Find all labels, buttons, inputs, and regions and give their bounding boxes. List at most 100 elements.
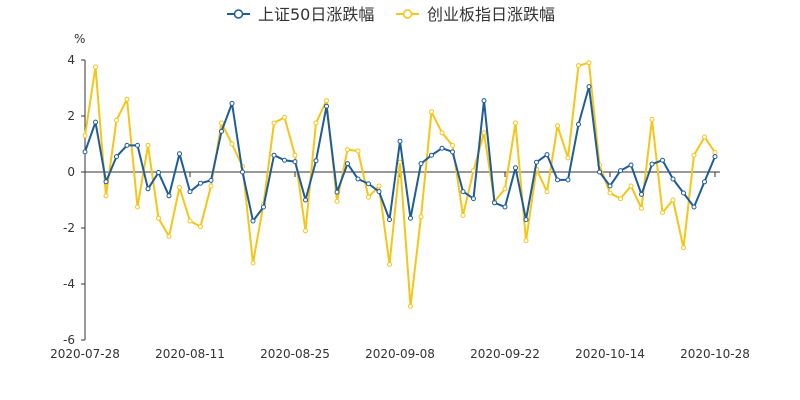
data-point xyxy=(481,130,487,136)
data-point xyxy=(345,147,350,153)
legend-item-1[interactable]: 创业板指日涨跌幅 xyxy=(396,5,555,24)
y-axis: 4 2 0 -2 -4 -6 xyxy=(63,53,86,347)
y-axis-unit: % xyxy=(74,32,85,46)
data-point xyxy=(607,183,613,189)
data-point xyxy=(565,155,571,161)
data-point xyxy=(471,168,476,174)
data-point xyxy=(145,186,151,192)
data-point xyxy=(313,158,319,164)
data-point xyxy=(229,100,235,106)
data-point xyxy=(187,218,193,224)
data-point xyxy=(450,149,455,155)
data-point xyxy=(586,84,592,90)
data-point xyxy=(82,149,88,155)
data-point xyxy=(376,189,382,195)
data-point xyxy=(387,261,392,267)
data-point xyxy=(271,120,277,126)
series-layer xyxy=(82,60,718,309)
data-point xyxy=(198,224,203,230)
data-point xyxy=(691,152,697,158)
data-point xyxy=(282,157,287,163)
data-point xyxy=(135,204,140,210)
data-point xyxy=(502,204,508,210)
legend-label: 创业板指日涨跌幅 xyxy=(427,5,555,24)
y-tick-label: 0 xyxy=(67,165,75,179)
data-point xyxy=(103,193,109,199)
data-point xyxy=(103,179,109,185)
legend-marker xyxy=(402,9,413,19)
data-point xyxy=(544,189,550,195)
data-point xyxy=(471,196,476,202)
data-point xyxy=(82,133,88,139)
data-point xyxy=(513,165,518,171)
data-point xyxy=(691,204,697,210)
series-line xyxy=(84,61,716,308)
data-point xyxy=(355,148,361,154)
data-point xyxy=(618,168,623,174)
data-point xyxy=(282,114,287,120)
data-point xyxy=(387,217,392,223)
data-point xyxy=(187,189,193,195)
data-point xyxy=(219,120,224,126)
data-point xyxy=(628,162,634,168)
data-point xyxy=(292,159,298,165)
data-point xyxy=(376,183,382,189)
data-point xyxy=(597,169,602,175)
data-point xyxy=(481,98,487,104)
x-tick-label: 2020-07-28 xyxy=(50,347,120,361)
data-point xyxy=(208,183,214,189)
data-point xyxy=(460,212,466,218)
data-point xyxy=(439,145,445,151)
data-point xyxy=(513,120,518,126)
data-point xyxy=(156,215,161,221)
data-point xyxy=(219,128,224,134)
data-point xyxy=(177,151,182,157)
data-point xyxy=(145,142,151,148)
legend[interactable]: 上证50日涨跌幅 创业板指日涨跌幅 xyxy=(227,5,555,24)
series-0 xyxy=(82,84,718,224)
data-point xyxy=(555,123,560,129)
data-point xyxy=(702,179,707,185)
data-point xyxy=(639,191,644,197)
data-point xyxy=(397,159,403,165)
legend-item-0[interactable]: 上证50日涨跌幅 xyxy=(227,5,374,24)
data-point xyxy=(712,149,718,155)
legend-marker xyxy=(233,9,244,19)
data-point xyxy=(271,152,277,158)
data-point xyxy=(124,96,130,102)
data-point xyxy=(429,152,434,158)
x-tick-label: 2020-08-25 xyxy=(260,347,330,361)
data-point xyxy=(397,138,403,144)
data-point xyxy=(523,238,529,244)
x-tick-label: 2020-09-22 xyxy=(470,347,540,361)
data-point xyxy=(135,142,140,148)
data-point xyxy=(366,181,371,187)
data-point xyxy=(366,194,371,200)
data-point xyxy=(586,60,592,66)
data-point xyxy=(250,260,256,266)
data-point xyxy=(649,116,655,122)
data-point xyxy=(660,210,665,216)
x-tick-label: 2020-10-14 xyxy=(575,347,645,361)
data-point xyxy=(492,200,497,206)
data-point xyxy=(313,120,319,126)
data-point xyxy=(502,186,508,192)
data-point xyxy=(639,205,644,211)
y-tick-label: 4 xyxy=(67,53,75,67)
data-point xyxy=(303,197,308,203)
data-point xyxy=(261,204,266,210)
data-point xyxy=(334,198,340,204)
x-tick-label: 2020-10-28 xyxy=(680,347,750,361)
data-point xyxy=(345,161,350,167)
data-point xyxy=(324,103,329,109)
x-tick-label: 2020-08-11 xyxy=(155,347,225,361)
data-point xyxy=(544,152,550,158)
y-tick-label: 2 xyxy=(67,109,75,123)
data-point xyxy=(681,190,686,196)
data-point xyxy=(460,189,466,195)
data-point xyxy=(439,130,445,136)
y-tick-label: -2 xyxy=(63,221,75,235)
x-tick-label: 2020-09-08 xyxy=(365,347,435,361)
data-point xyxy=(124,142,130,148)
